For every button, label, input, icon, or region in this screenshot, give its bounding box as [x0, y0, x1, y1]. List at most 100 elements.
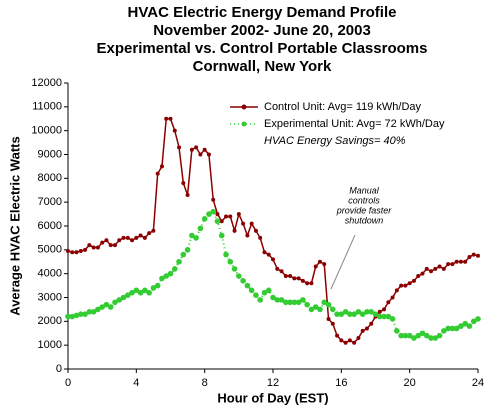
data-point — [253, 292, 259, 298]
data-point — [274, 297, 281, 303]
data-point — [279, 269, 284, 274]
annotation-arrow — [330, 234, 356, 290]
data-point — [309, 281, 314, 286]
data-point — [317, 259, 322, 264]
annotation: shutdown — [345, 215, 384, 225]
data-point — [334, 311, 340, 317]
data-point — [347, 311, 353, 317]
data-point — [185, 193, 190, 198]
data-point — [240, 278, 246, 284]
data-point — [73, 312, 80, 319]
data-point — [335, 333, 340, 338]
data-point — [403, 283, 408, 288]
data-point — [206, 211, 212, 217]
data-point — [180, 251, 187, 258]
x-tick-label: 8 — [202, 377, 208, 389]
data-point — [95, 245, 100, 250]
legend-label: Control Unit: Avg= 119 kWh/Day — [264, 101, 422, 113]
data-point — [142, 235, 147, 240]
data-point — [441, 266, 446, 271]
annotation: provide faster — [336, 205, 393, 215]
data-point — [193, 235, 199, 241]
data-point — [112, 243, 117, 248]
x-axis-label: Hour of Day (EST) — [217, 390, 328, 405]
data-point — [214, 218, 221, 225]
data-point — [201, 216, 208, 222]
data-point — [423, 332, 430, 339]
data-point — [223, 251, 229, 258]
y-tick-label: 11000 — [32, 101, 62, 113]
data-point — [159, 275, 165, 282]
data-point — [189, 147, 194, 152]
data-point — [176, 258, 182, 265]
data-point — [399, 283, 404, 288]
data-point — [189, 232, 195, 239]
data-point — [257, 297, 263, 303]
data-point — [343, 340, 348, 345]
y-tick-label: 4000 — [38, 268, 62, 280]
data-point — [133, 287, 140, 294]
chart-title: Cornwall, New York — [193, 58, 332, 75]
data-point — [151, 228, 156, 233]
data-point — [117, 238, 122, 243]
data-point — [129, 289, 135, 296]
data-point — [463, 259, 468, 264]
data-point — [83, 247, 88, 252]
data-point — [236, 212, 241, 217]
data-point — [386, 300, 391, 305]
data-point — [436, 332, 443, 339]
data-point — [449, 325, 456, 332]
chart-title: November 2002- June 20, 2003 — [153, 22, 371, 39]
data-point — [376, 313, 383, 320]
data-point — [228, 214, 233, 219]
data-point — [66, 249, 70, 254]
data-point — [433, 266, 438, 271]
data-point — [317, 306, 323, 313]
data-point — [163, 273, 170, 279]
data-point — [398, 332, 404, 339]
data-point — [372, 311, 379, 317]
data-point — [134, 235, 139, 240]
data-point — [155, 171, 160, 176]
data-point — [453, 325, 460, 332]
data-point — [364, 309, 370, 315]
data-point — [91, 245, 96, 250]
data-point — [360, 328, 365, 333]
data-point — [210, 208, 217, 215]
data-point — [402, 332, 409, 339]
data-point — [416, 274, 421, 279]
data-point — [164, 116, 169, 121]
data-point — [227, 258, 234, 265]
data-point — [466, 323, 473, 329]
data-point — [271, 257, 275, 262]
data-point — [352, 340, 357, 345]
data-point — [308, 306, 315, 313]
data-point — [197, 225, 204, 232]
data-point — [231, 266, 238, 272]
data-point — [432, 335, 439, 341]
data-point — [78, 311, 84, 317]
y-tick-label: 9000 — [38, 148, 62, 160]
data-point — [351, 311, 357, 317]
data-point — [445, 325, 451, 332]
data-point — [248, 287, 255, 294]
data-point — [411, 335, 417, 341]
legend-marker — [241, 121, 247, 127]
data-point — [467, 254, 472, 259]
data-point — [278, 297, 285, 303]
data-point — [224, 214, 229, 219]
y-tick-label: 12000 — [31, 77, 62, 89]
data-point — [377, 309, 382, 314]
x-tick-label: 16 — [335, 377, 347, 389]
data-point — [159, 164, 164, 169]
chart-title: Experimental vs. Control Portable Classr… — [97, 40, 428, 57]
data-point — [99, 304, 105, 310]
data-point — [244, 282, 251, 289]
data-point — [364, 326, 369, 331]
y-tick-label: 7000 — [38, 196, 62, 208]
data-point — [184, 247, 191, 253]
data-point — [107, 304, 114, 310]
data-point — [258, 235, 263, 240]
data-point — [441, 328, 447, 334]
data-point — [116, 297, 123, 303]
